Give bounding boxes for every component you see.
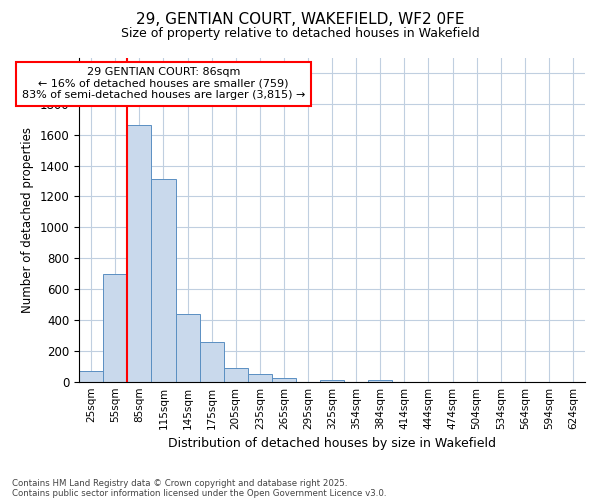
Text: Contains HM Land Registry data © Crown copyright and database right 2025.: Contains HM Land Registry data © Crown c… [12,478,347,488]
Bar [79,371,103,382]
Text: Contains public sector information licensed under the Open Government Licence v3: Contains public sector information licen… [12,488,386,498]
Bar [272,378,296,382]
Bar [224,368,248,382]
Text: Size of property relative to detached houses in Wakefield: Size of property relative to detached ho… [121,28,479,40]
X-axis label: Distribution of detached houses by size in Wakefield: Distribution of detached houses by size … [168,437,496,450]
Bar [103,274,127,382]
Text: 29, GENTIAN COURT, WAKEFIELD, WF2 0FE: 29, GENTIAN COURT, WAKEFIELD, WF2 0FE [136,12,464,28]
Text: 29 GENTIAN COURT: 86sqm
← 16% of detached houses are smaller (759)
83% of semi-d: 29 GENTIAN COURT: 86sqm ← 16% of detache… [22,67,305,100]
Bar [127,126,151,382]
Bar [151,180,176,382]
Bar [176,314,200,382]
Bar [368,380,392,382]
Bar [248,374,272,382]
Bar [320,380,344,382]
Y-axis label: Number of detached properties: Number of detached properties [21,126,34,312]
Bar [200,342,224,382]
